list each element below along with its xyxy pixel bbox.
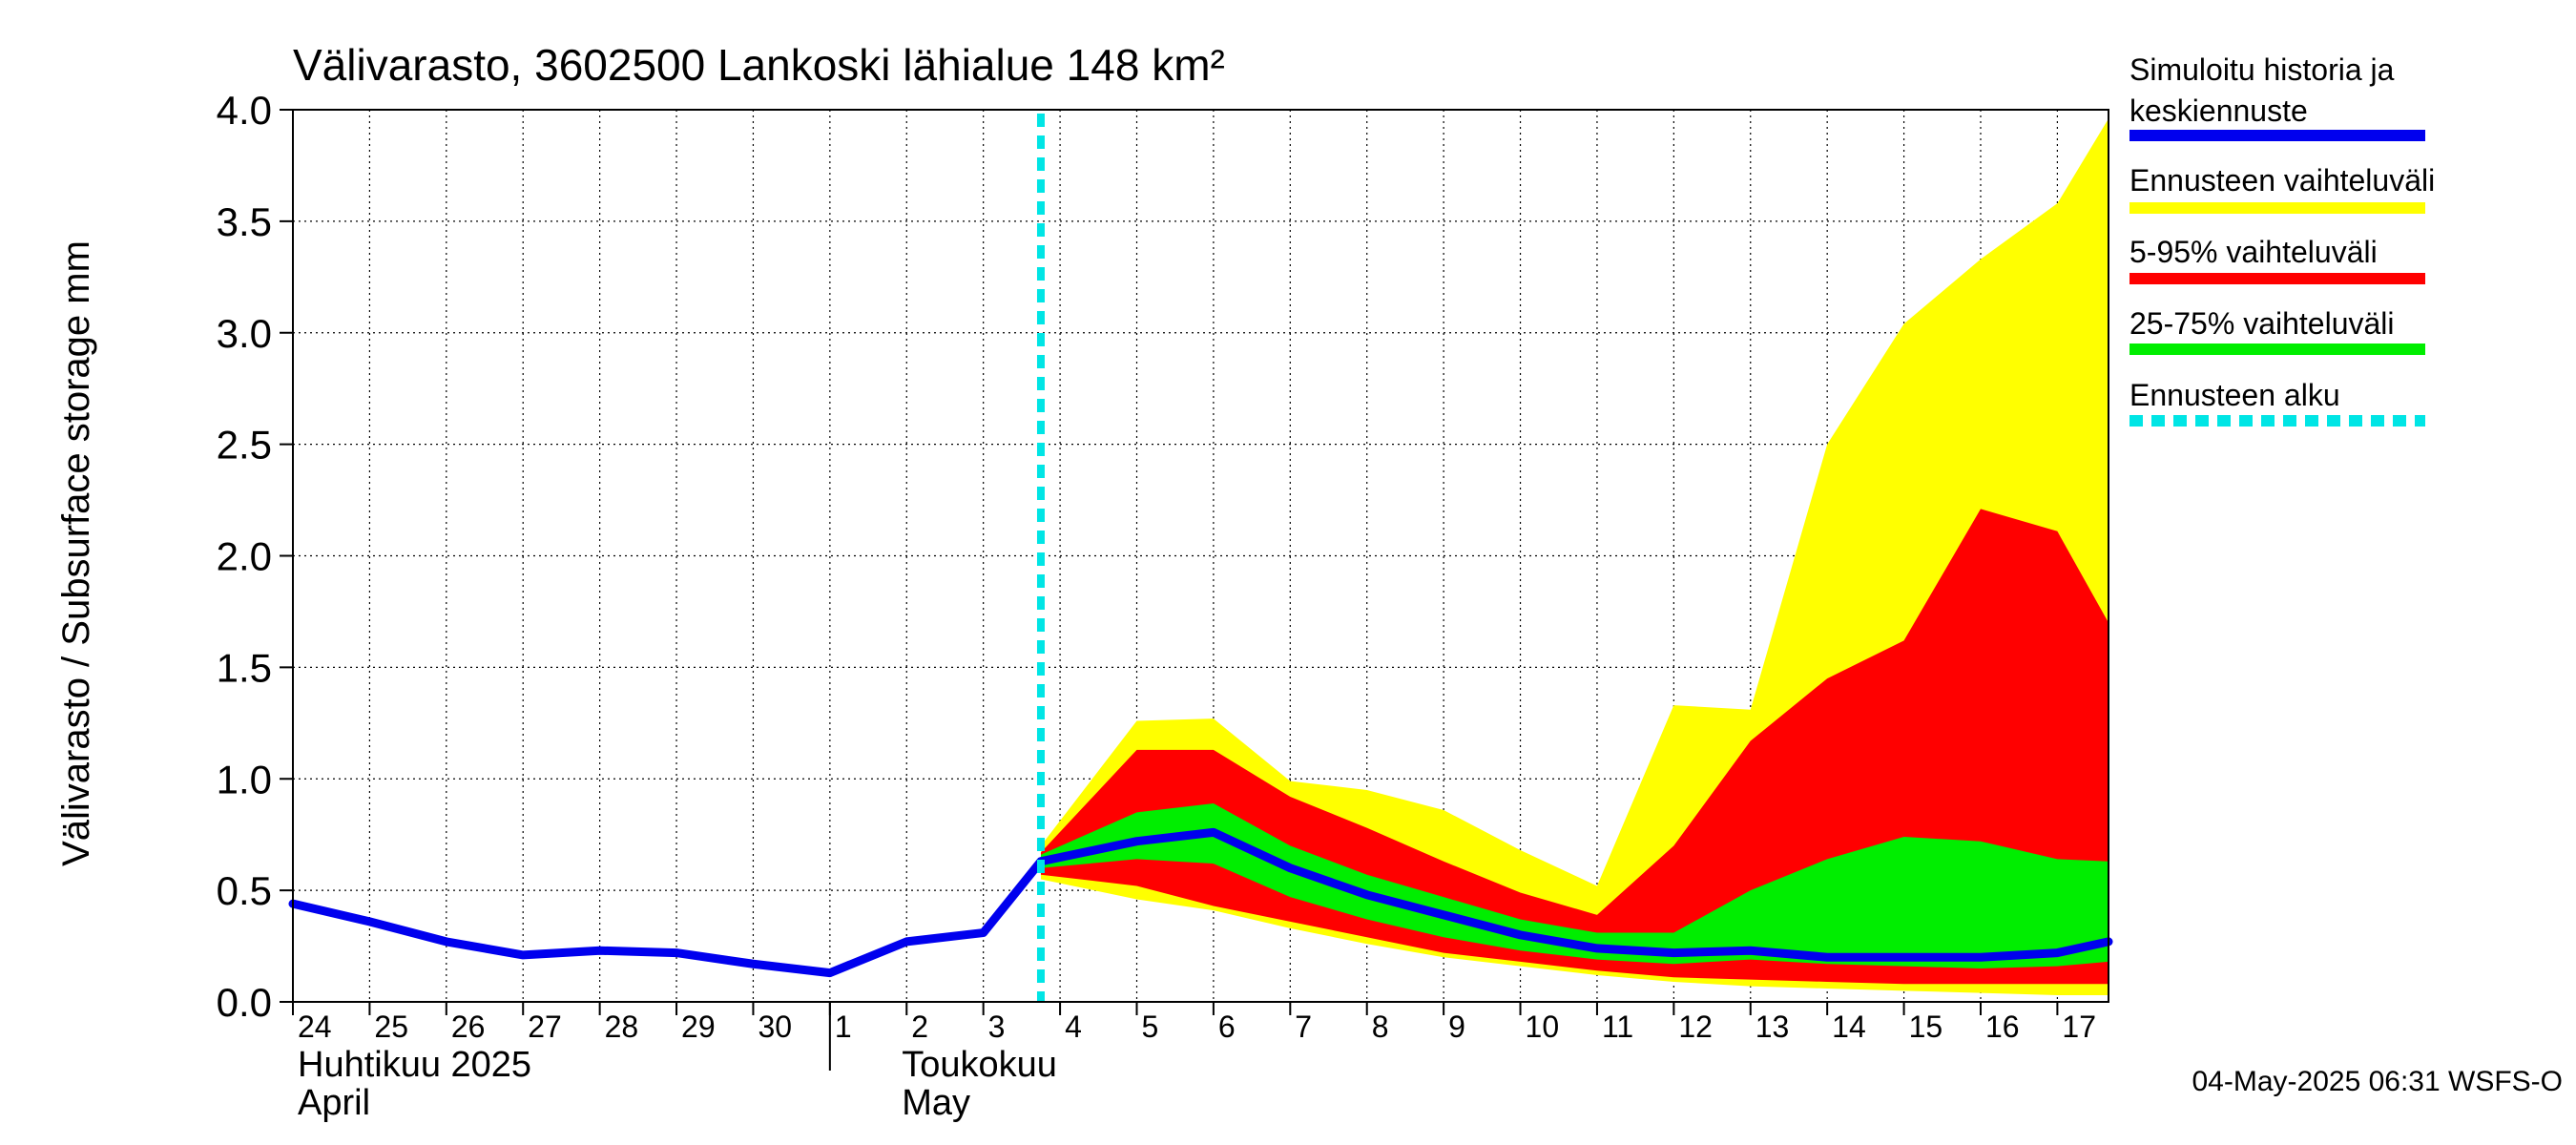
month-label-en: May: [902, 1083, 970, 1123]
x-tick-label: 29: [681, 1010, 716, 1044]
x-tick-label: 16: [1985, 1010, 2020, 1044]
x-tick-label: 14: [1832, 1010, 1866, 1044]
x-tick-label: 30: [758, 1010, 792, 1044]
x-tick-label: 8: [1372, 1010, 1389, 1044]
timestamp: 04-May-2025 06:31 WSFS-O: [2192, 1066, 2564, 1097]
x-tick-label: 10: [1526, 1010, 1560, 1044]
legend-label: keskiennuste: [2129, 94, 2308, 128]
y-tick-label: 3.0: [217, 311, 272, 356]
y-tick-label: 2.5: [217, 423, 272, 468]
legend-label: Simuloitu historia ja: [2129, 52, 2395, 87]
x-tick-label: 15: [1909, 1010, 1943, 1044]
month-label-fi: Toukokuu: [902, 1045, 1057, 1085]
x-tick-label: 7: [1295, 1010, 1312, 1044]
x-tick-label: 11: [1602, 1010, 1633, 1044]
month-label-fi: Huhtikuu 2025: [298, 1045, 531, 1085]
y-tick-label: 0.0: [217, 980, 272, 1025]
y-tick-label: 2.0: [217, 534, 272, 579]
x-tick-label: 13: [1755, 1010, 1790, 1044]
x-tick-label: 5: [1141, 1010, 1158, 1044]
forecast-bands: [1040, 118, 2109, 995]
x-tick-label: 12: [1678, 1010, 1713, 1044]
y-tick-label: 1.5: [217, 645, 272, 690]
x-tick-label: 25: [374, 1010, 408, 1044]
legend-label: 25-75% vaihteluväli: [2129, 306, 2395, 341]
month-label-en: April: [298, 1083, 370, 1123]
x-tick-label: 4: [1065, 1010, 1082, 1044]
x-tick-label: 26: [451, 1010, 486, 1044]
x-tick-label: 2: [911, 1010, 928, 1044]
x-tick-label: 24: [298, 1010, 332, 1044]
legend-label: 5-95% vaihteluväli: [2129, 235, 2378, 269]
x-tick-label: 27: [528, 1010, 562, 1044]
legend-label: Ennusteen vaihteluväli: [2129, 163, 2435, 198]
series-lines: [288, 114, 2113, 1002]
forecast-mean-line: [1036, 827, 2113, 962]
band-25-75: [1040, 802, 2109, 968]
x-tick-label: 1: [835, 1010, 852, 1044]
y-tick-label: 3.5: [217, 199, 272, 244]
y-tick-label: 4.0: [217, 88, 272, 133]
y-axis-label: Välivarasto / Subsurface storage mm: [55, 240, 97, 866]
legend: Simuloitu historia ja keskiennuste Ennuste…: [2129, 52, 2435, 427]
x-tick-label: 3: [988, 1010, 1006, 1044]
x-tick-label: 6: [1218, 1010, 1236, 1044]
y-tick-label: 0.5: [217, 868, 272, 913]
x-tick-label: 9: [1448, 1010, 1465, 1044]
chart-title: Välivarasto, 3602500 Lankoski lähialue 1…: [293, 40, 1225, 90]
x-tick-label: 28: [605, 1010, 639, 1044]
legend-label: Ennusteen alku: [2129, 378, 2340, 412]
y-tick-label: 1.0: [217, 757, 272, 802]
history-line: [288, 857, 1046, 978]
axes: 0.00.51.01.52.02.53.03.54.024 25 26 27 28 29 3…: [217, 88, 2096, 1123]
x-tick-label: 17: [2062, 1010, 2096, 1044]
